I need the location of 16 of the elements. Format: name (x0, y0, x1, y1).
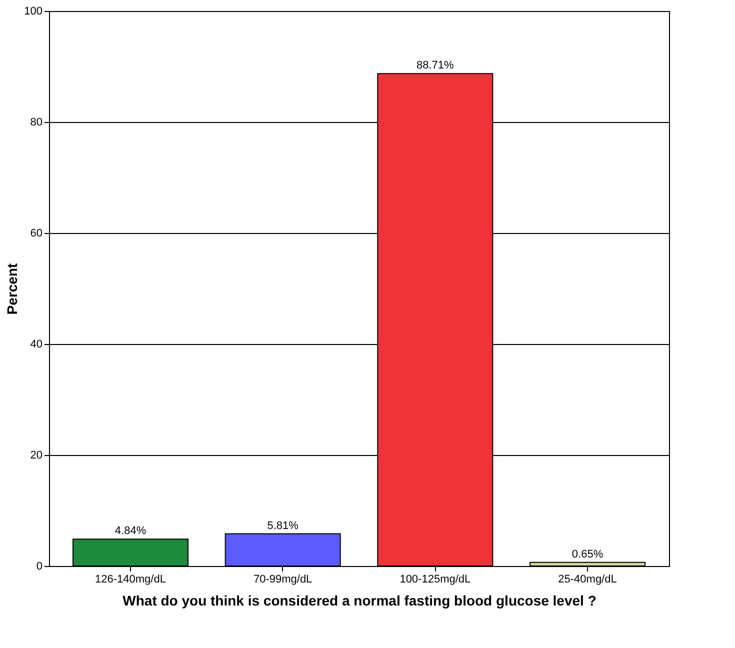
data-label: 4.84% (114, 525, 146, 538)
x-axis-title: What do you think is considered a normal fasting blood glucose level ? (122, 592, 596, 608)
x-tick-label: 25-40mg/dL (558, 574, 617, 586)
data-label: 88.71% (416, 60, 454, 72)
x-tick-label: 126-140mg/dL (95, 574, 166, 586)
y-tick-label: 20 (30, 450, 42, 462)
y-tick-label: 80 (30, 116, 42, 128)
y-axis-title: Percent (4, 262, 20, 315)
data-label: 0.65% (572, 548, 604, 560)
y-tick-label: 0 (36, 560, 42, 572)
y-tick-label: 40 (30, 338, 42, 350)
y-tick-label: 60 (30, 228, 42, 240)
y-tick-label: 100 (24, 6, 42, 18)
x-tick-label: 70-99mg/dL (253, 574, 312, 586)
data-label: 5.81% (267, 520, 299, 532)
x-tick-label: 100-125mg/dL (400, 574, 471, 586)
